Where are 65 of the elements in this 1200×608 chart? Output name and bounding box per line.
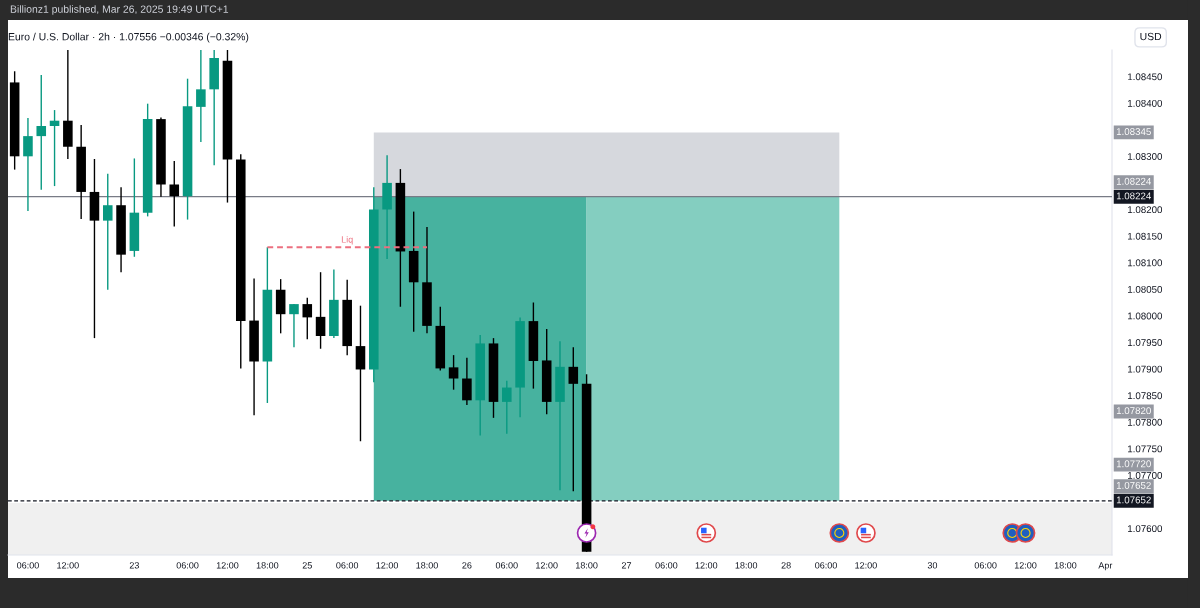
text: Billionz1 published, Mar 26, 2025 19:49 UTC+1 — [10, 5, 229, 15]
y-tick-label: 1.08200 — [1128, 206, 1163, 214]
y-tick-label: 1.08450 — [1128, 73, 1163, 81]
candlestick — [355, 304, 366, 442]
x-tick-label: 18:00 — [256, 562, 279, 569]
candlestick — [502, 379, 512, 435]
ref-line-label: 1.07652 — [1116, 496, 1151, 504]
x-tick-label: 26 — [462, 562, 472, 569]
candlestick — [462, 357, 472, 406]
x-tick-label: 12:00 — [695, 562, 718, 569]
x-tick-label: 06:00 — [815, 562, 837, 569]
x-tick-label: 06:00 — [17, 562, 39, 569]
y-tick-label: 1.08150 — [1128, 232, 1163, 240]
annotation: 1.08345 — [1116, 128, 1151, 135]
annotation: 1.07720 — [1116, 460, 1151, 468]
y-tick-label: 1.07900 — [1128, 365, 1163, 373]
x-tick-label: 18:00 — [1054, 562, 1077, 569]
x-tick-label: 12:00 — [855, 562, 877, 569]
x-tick-label: 27 — [621, 562, 632, 569]
candlestick — [102, 173, 113, 291]
candlestick — [289, 303, 299, 348]
x-tick-label: 06:00 — [974, 562, 997, 569]
y-tick-label: 1.07800 — [1128, 418, 1163, 426]
y-axis-title: USD — [1140, 32, 1162, 41]
candlestick — [36, 74, 47, 191]
x-tick-label: 06:00 — [655, 562, 678, 569]
annotation: 1.07652 — [1116, 481, 1151, 489]
series-label: Liq — [341, 236, 353, 245]
y-tick-label: 1.07950 — [1128, 339, 1163, 346]
candlestick — [169, 160, 180, 228]
x-tick-label: 23 — [129, 562, 139, 569]
candlestick — [302, 297, 313, 340]
y-tick-label: 1.08050 — [1128, 285, 1163, 293]
ref-line-label: 1.08224 — [1116, 192, 1152, 200]
x-tick-label: 06:00 — [176, 562, 199, 569]
annotation: 1.08224 — [1116, 177, 1152, 185]
candlestick — [196, 50, 206, 143]
y-tick-label: 1.08100 — [1128, 259, 1163, 267]
y-tick-label: 1.08000 — [1128, 312, 1163, 320]
x-tick-label: Apr — [1098, 562, 1113, 571]
x-tick-label: 06:00 — [495, 562, 518, 569]
x-tick-label: 12:00 — [216, 562, 239, 569]
y-tick-label: 1.08400 — [1128, 99, 1163, 107]
x-tick-label: 12:00 — [536, 562, 558, 569]
y-tick-label: 1.08300 — [1128, 153, 1163, 160]
x-tick-label: 25 — [302, 562, 312, 569]
x-tick-label: 12:00 — [1014, 562, 1037, 569]
x-tick-label: 18:00 — [416, 562, 438, 569]
annotation: 1.07820 — [1116, 407, 1151, 415]
x-tick-label: 18:00 — [735, 562, 758, 569]
x-tick-label: 30 — [927, 562, 938, 569]
candlestick — [568, 346, 579, 492]
y-tick-label: 1.07750 — [1128, 445, 1163, 453]
x-tick-label: 12:00 — [376, 562, 399, 569]
y-tick-label: 1.07850 — [1128, 392, 1163, 400]
x-tick-label: 28 — [781, 562, 791, 569]
x-tick-label: 12:00 — [57, 562, 79, 569]
candlestick — [23, 117, 33, 212]
candlestick — [448, 354, 459, 391]
x-tick-label: 18:00 — [576, 562, 598, 569]
y-tick-label: 1.07700 — [1128, 472, 1163, 479]
x-tick-label: 06:00 — [336, 562, 359, 569]
chart-title: Euro / U.S. Dollar · 2h · 1.07556 −0.00346 (−0.32%) — [8, 32, 249, 43]
y-tick-label: 1.07600 — [1128, 525, 1163, 533]
candlestick — [315, 271, 326, 350]
